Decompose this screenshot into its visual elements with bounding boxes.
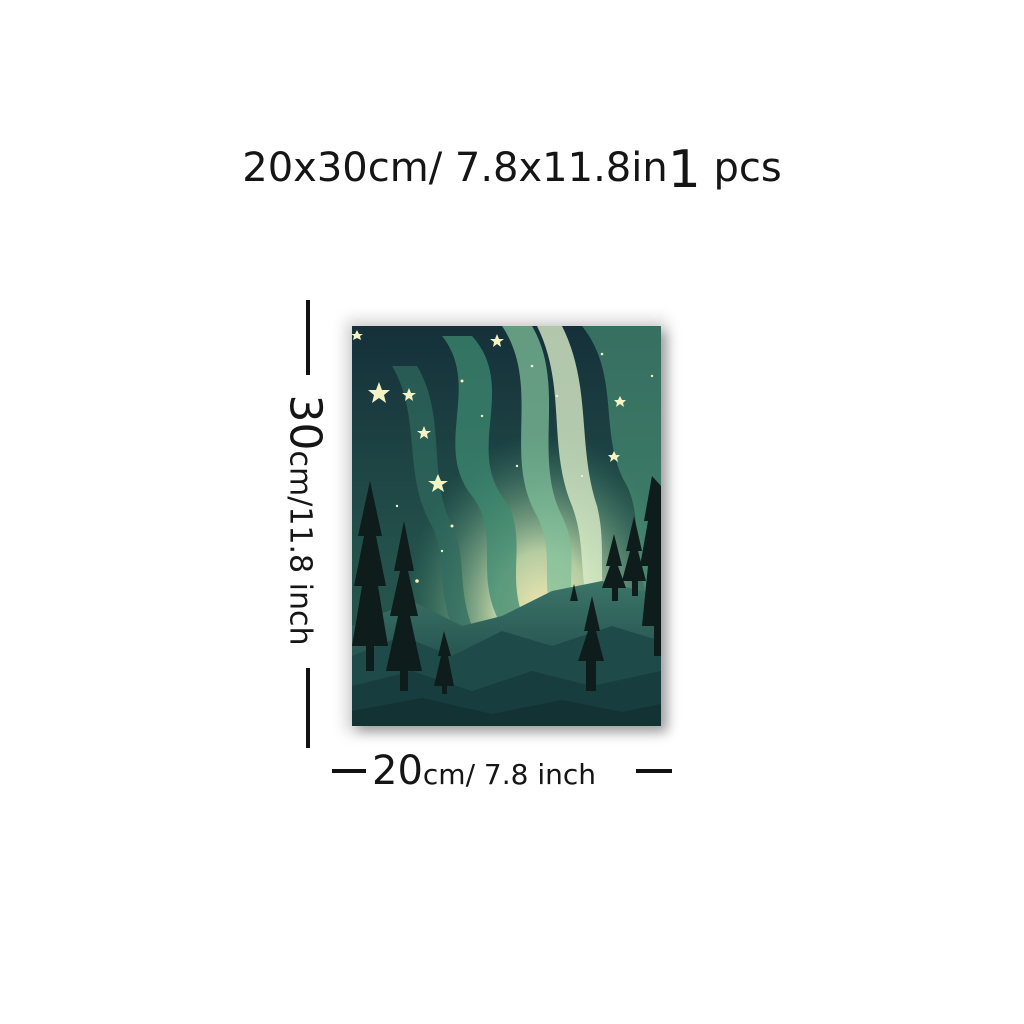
size-cm-label: 20x30cm — [242, 145, 429, 191]
size-in-label: 7.8x11.8in — [454, 145, 668, 191]
quantity-number: 1 — [667, 140, 701, 200]
width-dimension-line-right — [636, 769, 672, 773]
aurora-artwork — [352, 326, 661, 726]
height-dimension-line-bottom — [306, 668, 310, 748]
width-unit: cm/ 7.8 inch — [422, 758, 597, 791]
height-dimension-line-top — [306, 300, 310, 375]
quantity-unit: pcs — [713, 145, 782, 191]
size-separator: / — [428, 145, 455, 191]
height-unit: cm/11.8 inch — [282, 450, 318, 646]
width-value: 20 — [372, 748, 423, 794]
product-size-title: 20x30cm/ 7.8x11.8in1 pcs — [0, 140, 1024, 196]
height-dimension-label: 30cm/11.8 inch — [280, 394, 331, 645]
height-value: 30 — [279, 394, 331, 451]
canvas-print — [352, 326, 661, 726]
width-dimension-label: 20cm/ 7.8 inch — [372, 748, 596, 794]
width-dimension-line-left — [332, 769, 366, 773]
